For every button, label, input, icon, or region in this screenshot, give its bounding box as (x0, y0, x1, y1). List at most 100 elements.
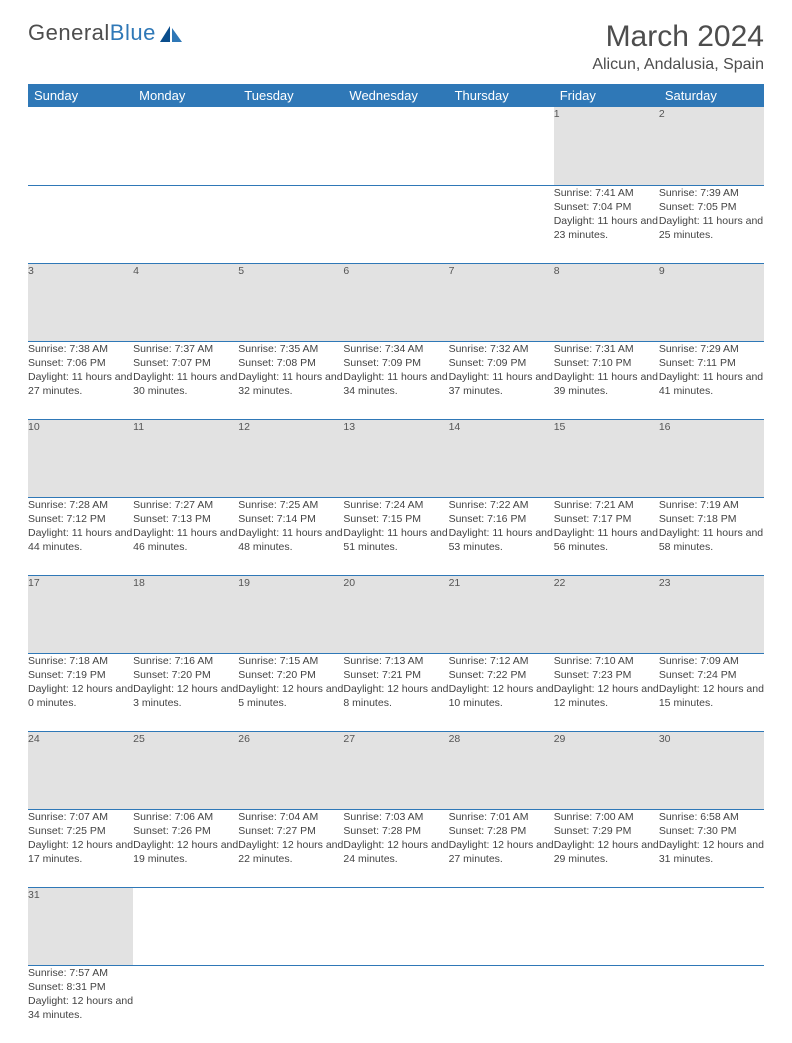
day-number-cell (343, 107, 448, 185)
day-number-cell: 21 (449, 575, 554, 653)
sunset-line: Sunset: 7:29 PM (554, 824, 659, 838)
day-content-row: Sunrise: 7:07 AMSunset: 7:25 PMDaylight:… (28, 809, 764, 887)
day-number-row: 3456789 (28, 263, 764, 341)
day-content-cell: Sunrise: 7:21 AMSunset: 7:17 PMDaylight:… (554, 497, 659, 575)
sunrise-line: Sunrise: 6:58 AM (659, 810, 764, 824)
daylight-line: Daylight: 11 hours and 23 minutes. (554, 214, 659, 242)
day-number-cell: 2 (659, 107, 764, 185)
daylight-line: Daylight: 11 hours and 44 minutes. (28, 526, 133, 554)
day-number-cell (133, 887, 238, 965)
day-number-cell: 22 (554, 575, 659, 653)
sunrise-line: Sunrise: 7:25 AM (238, 498, 343, 512)
sunset-line: Sunset: 7:22 PM (449, 668, 554, 682)
day-number-cell: 31 (28, 887, 133, 965)
day-number-cell: 10 (28, 419, 133, 497)
daylight-line: Daylight: 12 hours and 31 minutes. (659, 838, 764, 866)
day-content-cell: Sunrise: 7:38 AMSunset: 7:06 PMDaylight:… (28, 341, 133, 419)
weekday-header: Wednesday (343, 84, 448, 107)
day-content-cell (238, 185, 343, 263)
day-content-row: Sunrise: 7:28 AMSunset: 7:12 PMDaylight:… (28, 497, 764, 575)
sunset-line: Sunset: 7:20 PM (238, 668, 343, 682)
weekday-header: Tuesday (238, 84, 343, 107)
sunset-line: Sunset: 7:24 PM (659, 668, 764, 682)
day-content-cell: Sunrise: 7:31 AMSunset: 7:10 PMDaylight:… (554, 341, 659, 419)
logo-text-blue: Blue (110, 20, 156, 46)
daylight-line: Daylight: 11 hours and 37 minutes. (449, 370, 554, 398)
sunrise-line: Sunrise: 7:24 AM (343, 498, 448, 512)
sunrise-line: Sunrise: 7:01 AM (449, 810, 554, 824)
day-content-cell (343, 185, 448, 263)
day-content-cell: Sunrise: 7:25 AMSunset: 7:14 PMDaylight:… (238, 497, 343, 575)
day-content-cell: Sunrise: 7:07 AMSunset: 7:25 PMDaylight:… (28, 809, 133, 887)
day-content-cell: Sunrise: 7:32 AMSunset: 7:09 PMDaylight:… (449, 341, 554, 419)
day-number-cell: 9 (659, 263, 764, 341)
day-content-row: Sunrise: 7:41 AMSunset: 7:04 PMDaylight:… (28, 185, 764, 263)
day-number-cell: 11 (133, 419, 238, 497)
day-number-cell: 16 (659, 419, 764, 497)
sunrise-line: Sunrise: 7:28 AM (28, 498, 133, 512)
daylight-line: Daylight: 12 hours and 19 minutes. (133, 838, 238, 866)
day-content-cell: Sunrise: 7:35 AMSunset: 7:08 PMDaylight:… (238, 341, 343, 419)
day-number-cell: 4 (133, 263, 238, 341)
day-content-cell: Sunrise: 7:41 AMSunset: 7:04 PMDaylight:… (554, 185, 659, 263)
sunset-line: Sunset: 7:07 PM (133, 356, 238, 370)
day-number-row: 24252627282930 (28, 731, 764, 809)
daylight-line: Daylight: 12 hours and 10 minutes. (449, 682, 554, 710)
sunset-line: Sunset: 7:09 PM (343, 356, 448, 370)
weekday-header-row: Sunday Monday Tuesday Wednesday Thursday… (28, 84, 764, 107)
daylight-line: Daylight: 11 hours and 56 minutes. (554, 526, 659, 554)
sunset-line: Sunset: 7:04 PM (554, 200, 659, 214)
day-number-cell: 14 (449, 419, 554, 497)
day-content-cell (133, 185, 238, 263)
daylight-line: Daylight: 11 hours and 34 minutes. (343, 370, 448, 398)
daylight-line: Daylight: 11 hours and 41 minutes. (659, 370, 764, 398)
day-content-cell: Sunrise: 7:09 AMSunset: 7:24 PMDaylight:… (659, 653, 764, 731)
sunset-line: Sunset: 7:09 PM (449, 356, 554, 370)
daylight-line: Daylight: 12 hours and 8 minutes. (343, 682, 448, 710)
day-number-cell: 19 (238, 575, 343, 653)
sunset-line: Sunset: 7:10 PM (554, 356, 659, 370)
sunrise-line: Sunrise: 7:18 AM (28, 654, 133, 668)
day-content-cell (238, 965, 343, 1043)
daylight-line: Daylight: 12 hours and 12 minutes. (554, 682, 659, 710)
sunset-line: Sunset: 7:16 PM (449, 512, 554, 526)
logo: GeneralBlue (28, 20, 184, 46)
sunrise-line: Sunrise: 7:19 AM (659, 498, 764, 512)
day-content-cell (133, 965, 238, 1043)
daylight-line: Daylight: 11 hours and 32 minutes. (238, 370, 343, 398)
daylight-line: Daylight: 11 hours and 46 minutes. (133, 526, 238, 554)
sunset-line: Sunset: 7:13 PM (133, 512, 238, 526)
day-content-cell: Sunrise: 7:34 AMSunset: 7:09 PMDaylight:… (343, 341, 448, 419)
daylight-line: Daylight: 11 hours and 30 minutes. (133, 370, 238, 398)
sunrise-line: Sunrise: 7:09 AM (659, 654, 764, 668)
day-number-cell: 8 (554, 263, 659, 341)
day-content-cell: Sunrise: 7:04 AMSunset: 7:27 PMDaylight:… (238, 809, 343, 887)
daylight-line: Daylight: 12 hours and 3 minutes. (133, 682, 238, 710)
sunrise-line: Sunrise: 7:31 AM (554, 342, 659, 356)
day-content-cell (343, 965, 448, 1043)
day-content-cell (449, 185, 554, 263)
logo-text-general: General (28, 20, 110, 46)
sunrise-line: Sunrise: 7:15 AM (238, 654, 343, 668)
sunset-line: Sunset: 7:27 PM (238, 824, 343, 838)
location: Alicun, Andalusia, Spain (592, 56, 764, 74)
daylight-line: Daylight: 12 hours and 17 minutes. (28, 838, 133, 866)
day-content-cell: Sunrise: 7:18 AMSunset: 7:19 PMDaylight:… (28, 653, 133, 731)
daylight-line: Daylight: 11 hours and 39 minutes. (554, 370, 659, 398)
sunrise-line: Sunrise: 7:41 AM (554, 186, 659, 200)
day-content-cell: Sunrise: 7:00 AMSunset: 7:29 PMDaylight:… (554, 809, 659, 887)
day-content-row: Sunrise: 7:18 AMSunset: 7:19 PMDaylight:… (28, 653, 764, 731)
sunrise-line: Sunrise: 7:37 AM (133, 342, 238, 356)
day-content-cell: Sunrise: 7:15 AMSunset: 7:20 PMDaylight:… (238, 653, 343, 731)
day-number-cell (343, 887, 448, 965)
day-number-row: 12 (28, 107, 764, 185)
day-number-cell: 12 (238, 419, 343, 497)
daylight-line: Daylight: 11 hours and 58 minutes. (659, 526, 764, 554)
sunrise-line: Sunrise: 7:07 AM (28, 810, 133, 824)
day-content-cell: Sunrise: 7:03 AMSunset: 7:28 PMDaylight:… (343, 809, 448, 887)
sunrise-line: Sunrise: 7:29 AM (659, 342, 764, 356)
day-number-row: 17181920212223 (28, 575, 764, 653)
day-number-cell: 29 (554, 731, 659, 809)
sunrise-line: Sunrise: 7:21 AM (554, 498, 659, 512)
day-content-cell: Sunrise: 7:28 AMSunset: 7:12 PMDaylight:… (28, 497, 133, 575)
